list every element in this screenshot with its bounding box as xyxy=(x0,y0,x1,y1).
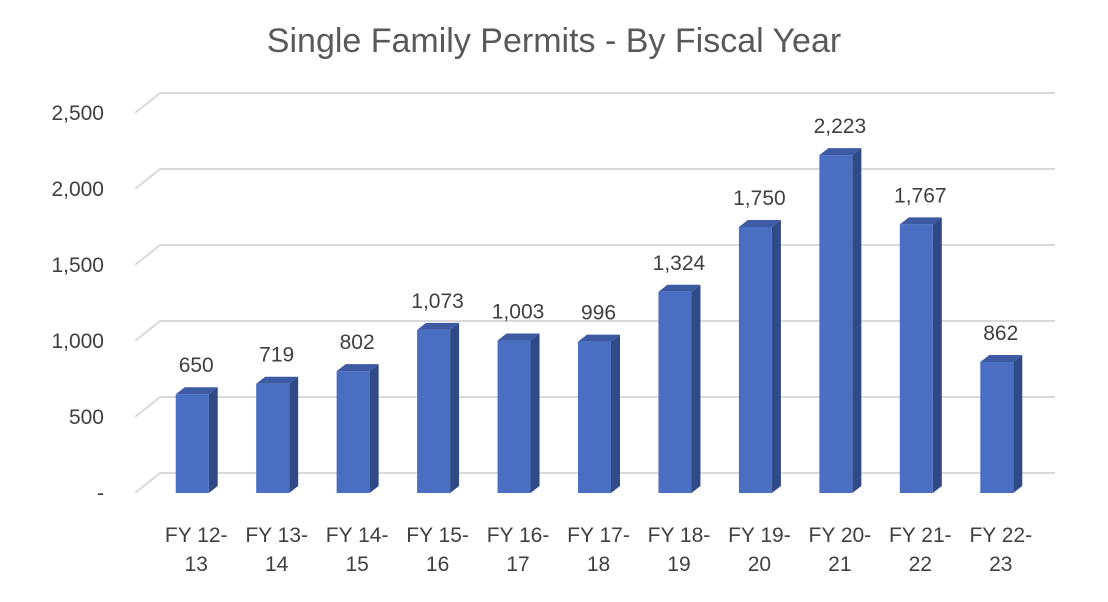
x-category-label: FY 20-21 xyxy=(809,524,872,576)
data-label: 1,324 xyxy=(653,252,706,275)
y-tick-label: 1,500 xyxy=(51,254,104,277)
x-category-label: FY 13-14 xyxy=(245,524,308,576)
bar xyxy=(658,284,701,493)
data-label: 719 xyxy=(259,344,294,367)
bar-side xyxy=(289,376,299,493)
bar-side xyxy=(1013,354,1023,493)
bar xyxy=(819,148,862,493)
bar-top xyxy=(578,334,620,342)
bar-side xyxy=(932,217,942,493)
bar-front xyxy=(899,224,933,493)
bars xyxy=(175,148,1023,493)
bar xyxy=(980,354,1023,493)
data-label: 650 xyxy=(179,354,214,377)
bar xyxy=(899,217,942,493)
x-category-label: FY 22-23 xyxy=(969,524,1032,576)
y-axis-ticks: - 500 1,000 1,500 2,000 2,500 xyxy=(51,102,104,505)
data-label: 1,750 xyxy=(733,187,786,210)
bar xyxy=(497,333,540,493)
bar-top xyxy=(980,354,1023,362)
x-category-label: FY 18-19 xyxy=(648,524,711,576)
data-label: 2,223 xyxy=(814,115,867,138)
x-axis-categories: FY 12-13 FY 13-14 FY 14-15 FY 15-16 FY 16-17… xyxy=(165,524,1032,576)
bar-side xyxy=(369,364,379,493)
bar-front xyxy=(578,341,611,493)
bar-top xyxy=(417,322,460,330)
bar-front xyxy=(417,329,451,493)
bar xyxy=(578,334,620,493)
y-tick-label: 2,500 xyxy=(51,102,104,125)
bar-top xyxy=(738,220,781,227)
bar-top xyxy=(899,217,942,225)
bar-front xyxy=(980,361,1014,493)
bar-front xyxy=(175,394,209,493)
bar xyxy=(175,387,218,493)
bar xyxy=(336,364,379,493)
bar-top xyxy=(658,284,701,292)
data-label: 1,767 xyxy=(894,184,947,207)
bar-front xyxy=(819,155,853,493)
bar-front xyxy=(336,371,370,493)
data-label: 1,003 xyxy=(492,301,545,324)
data-label: 862 xyxy=(983,322,1018,345)
x-category-label: FY 15-16 xyxy=(406,524,469,576)
chart-title: Single Family Permits - By Fiscal Year xyxy=(266,22,842,60)
y-tick-label: 2,000 xyxy=(51,178,104,201)
bar-side xyxy=(208,387,218,493)
data-label: 1,073 xyxy=(411,290,464,313)
bar-side xyxy=(852,148,862,493)
data-labels: 650 719 802 1,073 1,003 996 1,324 1,750 2,223 1,7… xyxy=(179,115,1019,377)
x-category-label: FY 12-13 xyxy=(165,524,228,576)
bar-side xyxy=(691,284,701,493)
bar-front xyxy=(256,383,290,493)
bar-side xyxy=(771,220,781,493)
x-category-label: FY 19-20 xyxy=(728,524,791,576)
x-category-label: FY 17-18 xyxy=(567,524,630,576)
bar-front xyxy=(497,340,531,493)
gridline xyxy=(134,92,1055,114)
data-label: 996 xyxy=(581,302,616,325)
x-category-label: FY 16-17 xyxy=(487,524,550,576)
bar-side xyxy=(611,334,620,493)
bar-top xyxy=(819,148,862,156)
bar-side xyxy=(530,333,540,493)
bar-top xyxy=(256,376,299,384)
bar-front xyxy=(658,291,692,493)
bar xyxy=(738,220,781,493)
bar-top xyxy=(175,387,218,395)
y-tick-label: - xyxy=(97,482,104,505)
y-tick-label: 500 xyxy=(69,406,104,429)
bar xyxy=(256,376,299,493)
x-category-label: FY 14-15 xyxy=(326,524,389,576)
bar xyxy=(417,322,460,493)
y-tick-label: 1,000 xyxy=(51,330,104,353)
bar-front xyxy=(738,227,772,493)
bar-side xyxy=(450,322,460,493)
gridlines xyxy=(134,92,1055,494)
data-label: 802 xyxy=(340,331,375,354)
bar-top xyxy=(497,333,540,341)
gridline xyxy=(134,168,1055,190)
x-category-label: FY 21-22 xyxy=(889,524,952,576)
bar-top xyxy=(336,364,379,372)
